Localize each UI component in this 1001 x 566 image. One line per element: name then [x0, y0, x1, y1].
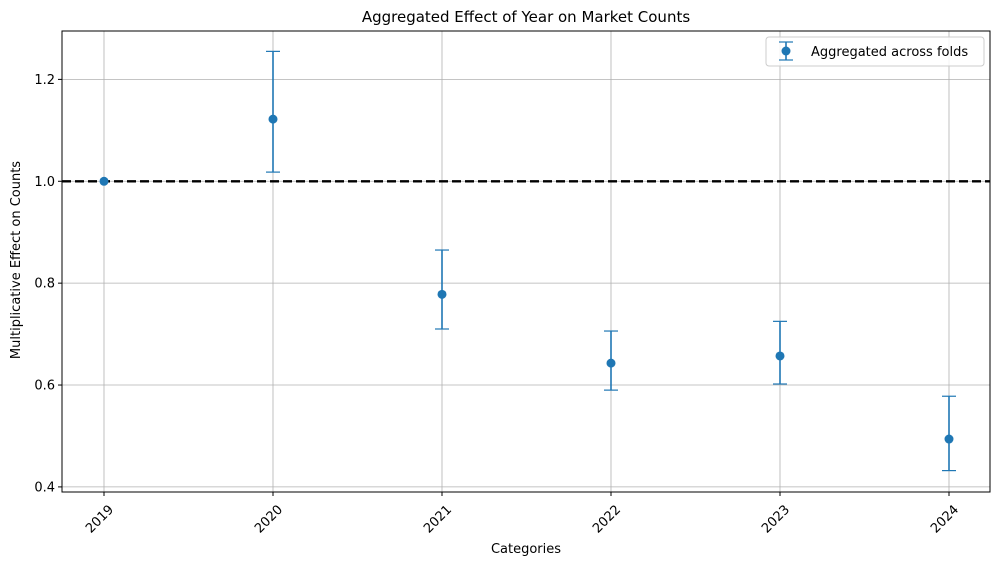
legend-point — [781, 46, 791, 56]
data-point — [775, 351, 785, 361]
x-tick-label: 2024 — [928, 502, 962, 536]
y-tick-label: 0.8 — [34, 277, 55, 292]
legend-marker — [779, 41, 793, 61]
y-tick-label: 1.2 — [34, 73, 55, 88]
y-axis-label: Multiplicative Effect on Counts — [9, 161, 24, 359]
y-tick-label: 0.6 — [34, 379, 55, 394]
y-tick-label: 1.0 — [34, 175, 55, 190]
legend-label: Aggregated across folds — [811, 45, 968, 60]
grid — [62, 31, 990, 492]
data-point — [99, 176, 109, 186]
x-tick-label: 2023 — [759, 502, 793, 536]
legend-box — [765, 36, 985, 67]
data-point — [944, 434, 954, 444]
x-tick-label: 2021 — [421, 502, 455, 536]
data-point — [268, 114, 278, 124]
x-tick-label: 2022 — [590, 502, 624, 536]
plot-area — [61, 30, 991, 493]
x-tick-label: 2020 — [252, 502, 286, 536]
data-marks — [99, 50, 956, 472]
data-point — [437, 289, 447, 299]
x-tick-label: 2019 — [83, 502, 117, 536]
x-axis-label: Categories — [491, 542, 561, 557]
y-tick-label: 0.4 — [34, 480, 55, 495]
data-point — [606, 358, 616, 368]
chart-title: Aggregated Effect of Year on Market Coun… — [362, 8, 691, 26]
legend: Aggregated across folds — [765, 36, 985, 67]
axes: 0.4 0.6 0.8 1.0 1.2 2019 2020 2021 2022 2023 2024 — [34, 73, 962, 537]
